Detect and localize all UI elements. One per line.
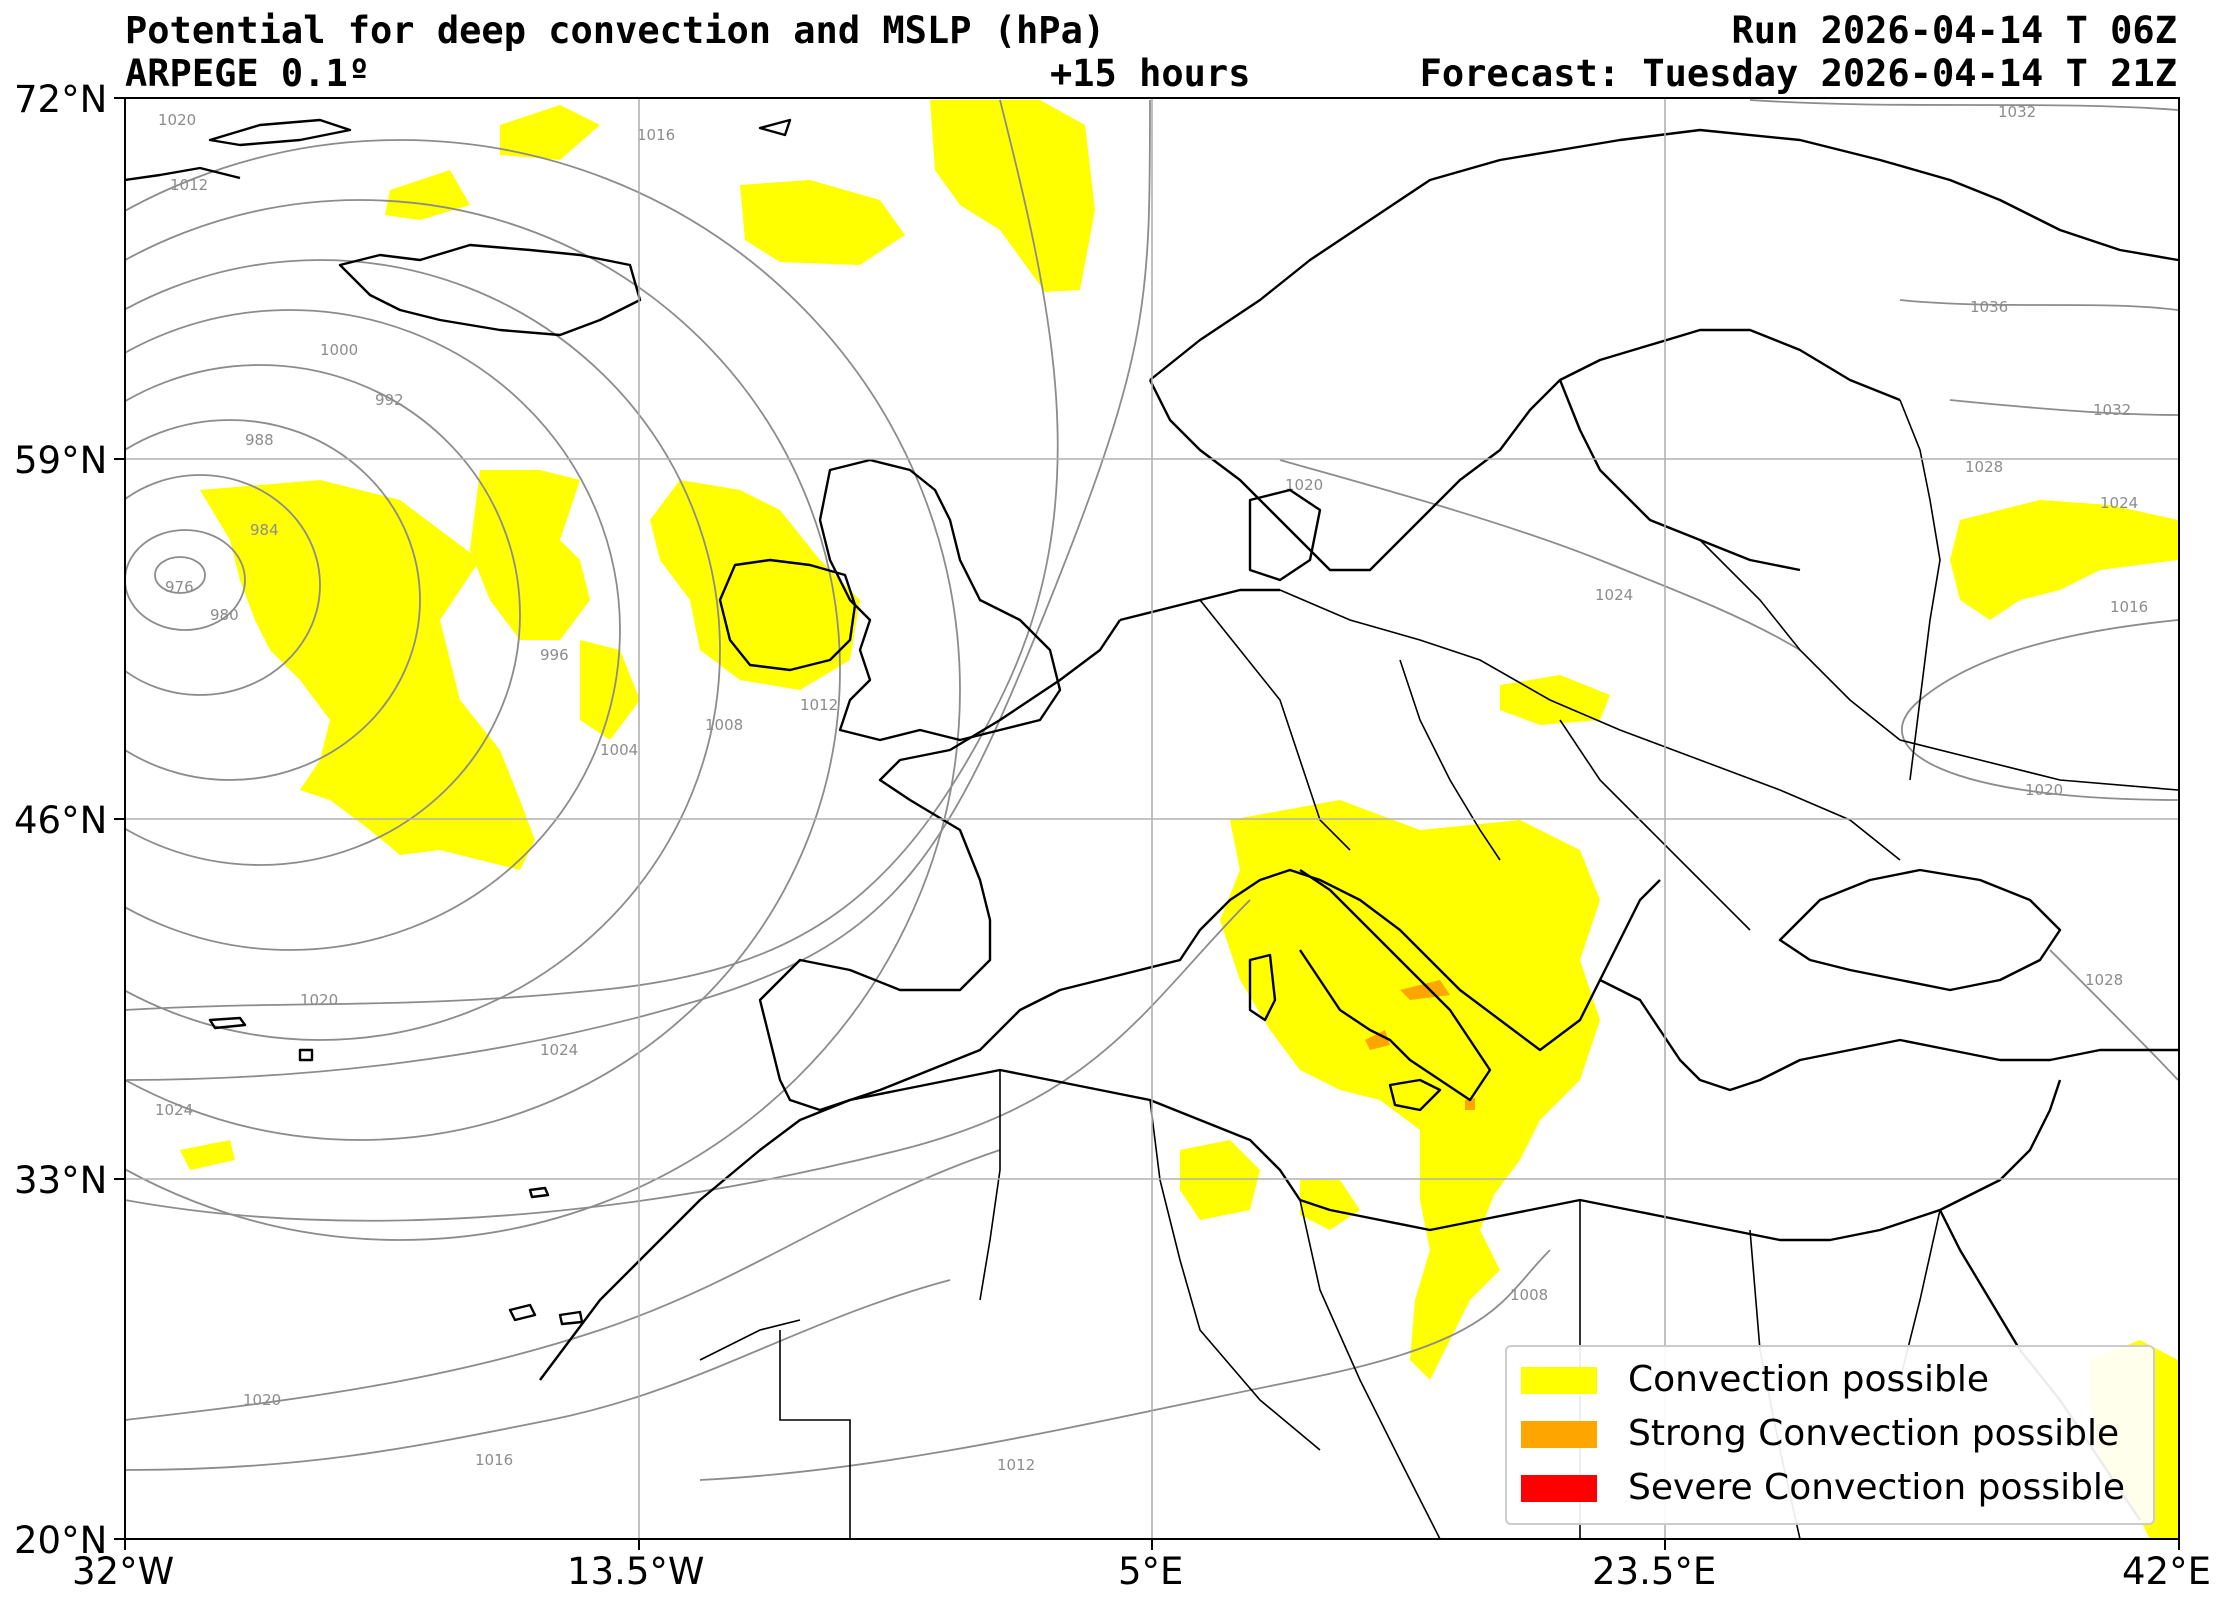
legend-swatch-red	[1521, 1475, 1597, 1502]
lead-time: +15 hours	[1050, 52, 1251, 95]
coast-canaries	[508, 1303, 584, 1326]
lon-tick-label: 32°W	[72, 1550, 175, 1593]
coast-north-africa	[539, 1068, 2062, 1381]
convection-area-canaries	[180, 1140, 235, 1170]
coast-greece-turkey	[1599, 978, 2178, 1092]
convection-area-tunisia	[1180, 1140, 1260, 1220]
convection-area-poland	[1500, 675, 1610, 725]
legend-label: Severe Convection possible	[1628, 1467, 2126, 1508]
convection-area-atlantic-central	[470, 470, 590, 640]
isobar-label: 1028	[1965, 458, 2003, 476]
isobar-label: 1012	[997, 1456, 1035, 1474]
isobar-lines	[125, 99, 2179, 1481]
lat-tick-label: 46°N	[14, 799, 108, 842]
isobar-label: 996	[540, 646, 569, 664]
convection-area-gulf-sirte	[1300, 1180, 1360, 1230]
coast-svalbard	[758, 118, 792, 137]
convection-area-atlantic-west	[200, 480, 535, 870]
coast-azores	[208, 1016, 314, 1062]
isobar-label: 1000	[320, 341, 358, 359]
coast-sardinia	[1248, 953, 1277, 1022]
convection-area-belarus	[1950, 500, 2178, 620]
convection-area-sea-north	[740, 180, 905, 265]
legend-label: Convection possible	[1628, 1359, 1990, 1400]
lon-tick-label: 13.5°W	[567, 1550, 705, 1593]
isobar-label: 1008	[1510, 1286, 1548, 1304]
isobar-labels: 1020 1016 1012 1000 992 988 984 976 980 …	[155, 103, 2148, 1474]
isobar-label: 1020	[243, 1391, 281, 1409]
lat-tick-label: 59°N	[14, 439, 108, 482]
lat-tick-label: 20°N	[14, 1519, 108, 1562]
isobar-label: 1024	[540, 1041, 578, 1059]
isobar-label: 976	[165, 578, 194, 596]
isobar-label: 988	[245, 431, 274, 449]
legend-label: Strong Convection possible	[1628, 1413, 2120, 1454]
coast-italy	[1299, 869, 1492, 1102]
isobar-label: 1012	[170, 176, 208, 194]
isobar-label: 1036	[1970, 298, 2008, 316]
isobar-label: 1024	[2100, 494, 2138, 512]
axis-ticks	[114, 97, 2180, 1550]
legend: Convection possible Strong Convection po…	[1505, 1345, 2155, 1525]
isobar-label: 1020	[300, 991, 338, 1009]
convection-area-sicily-libya	[1410, 1120, 1500, 1380]
isobar-label: 1004	[600, 741, 638, 759]
model-name: ARPEGE 0.1º	[125, 52, 371, 95]
isobar-label: 1016	[2110, 598, 2148, 616]
strong-convection-area-3	[1465, 1098, 1475, 1110]
coast-iceland	[338, 243, 642, 337]
coast-ireland	[718, 558, 857, 672]
legend-swatch-orange	[1521, 1421, 1597, 1448]
legend-swatch-yellow	[1521, 1367, 1597, 1394]
isobar-label: 984	[250, 521, 279, 539]
isobar-label: 1024	[155, 1101, 193, 1119]
coast-scandinavia	[1148, 128, 2179, 572]
lat-tick-label: 72°N	[14, 78, 108, 121]
strong-convection-area-2	[1365, 1030, 1390, 1050]
isobar-label: 1032	[2093, 401, 2131, 419]
isobar-label: 1008	[705, 716, 743, 734]
lat-tick-label: 33°N	[14, 1159, 108, 1202]
convection-area-denmark-strait	[385, 170, 470, 220]
coast-britain	[818, 458, 1062, 742]
isobar-label: 1016	[475, 1451, 513, 1469]
run-time: Run 2026-04-14 T 06Z	[1731, 9, 2177, 52]
map-title: Potential for deep convection and MSLP (…	[125, 9, 1106, 52]
isobar-label: 1024	[1595, 586, 1633, 604]
isobar-label: 1012	[800, 696, 838, 714]
isobar-label: 980	[210, 606, 239, 624]
isobar-label: 992	[375, 391, 404, 409]
isobar-label: 1020	[1285, 476, 1323, 494]
strong-convection-areas	[1365, 980, 1475, 1110]
convection-area-south-atlantic	[580, 640, 640, 740]
isobar-label: 1020	[2025, 781, 2063, 799]
coast-madeira	[528, 1186, 550, 1199]
isobar-label: 1028	[2085, 971, 2123, 989]
forecast-time: Forecast: Tuesday 2026-04-14 T 21Z	[1419, 52, 2177, 95]
coast-greenland	[125, 118, 352, 182]
gridlines	[125, 98, 2179, 1539]
lon-tick-label: 42°E	[2122, 1550, 2211, 1593]
convection-area-greenland-sea	[500, 105, 600, 160]
coast-denmark	[1248, 488, 1322, 582]
coast-baltic	[1558, 379, 1801, 572]
lon-tick-label: 23.5°E	[1592, 1550, 1717, 1593]
coastlines	[125, 118, 2179, 1521]
lon-tick-label: 5°E	[1118, 1550, 1184, 1593]
strong-convection-area-1	[1400, 980, 1450, 1000]
convection-area-norwegian-sea	[930, 100, 1095, 292]
coast-black-sea	[1778, 868, 2062, 992]
isobar-label: 1020	[158, 111, 196, 129]
isobar-label: 1032	[1998, 103, 2036, 121]
coast-sicily	[1388, 1078, 1442, 1112]
convection-area-ireland	[650, 480, 860, 690]
isobar-label: 1016	[637, 126, 675, 144]
